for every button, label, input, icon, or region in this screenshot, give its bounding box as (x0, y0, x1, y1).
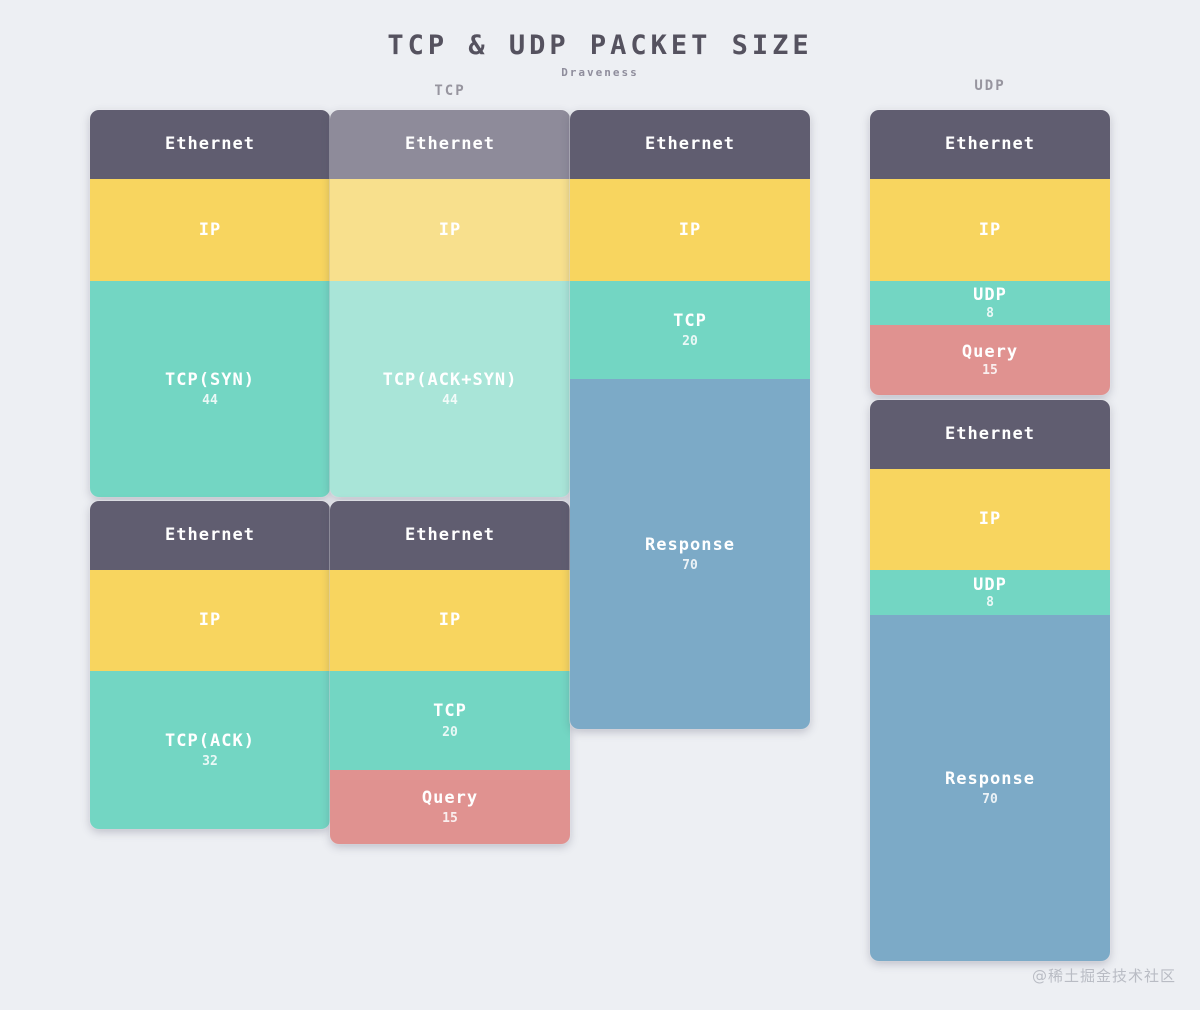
packet-card-tcp-query: Ethernet IP TCP 20 Query 15 (330, 501, 570, 844)
block-label: UDP (973, 574, 1007, 595)
page-subtitle: Draveness (561, 66, 639, 79)
block-ip: IP (90, 570, 330, 671)
block-label: IP (438, 219, 462, 240)
block-label: Response (645, 534, 735, 555)
block-label: IP (198, 610, 222, 631)
block-ethernet: Ethernet (90, 110, 330, 179)
block-label: Ethernet (945, 424, 1035, 445)
block-query: Query 15 (330, 770, 570, 844)
block-label: Response (945, 768, 1035, 789)
block-label: IP (978, 219, 1002, 240)
block-ethernet: Ethernet (90, 501, 330, 570)
block-response: Response 70 (570, 379, 810, 729)
block-ethernet: Ethernet (330, 110, 570, 179)
block-ip: IP (870, 469, 1110, 570)
block-label: UDP (973, 285, 1007, 306)
block-label: Ethernet (405, 134, 495, 155)
block-response: Response 70 (870, 615, 1110, 961)
block-label: TCP(ACK) (165, 730, 255, 751)
block-size: 8 (986, 595, 994, 611)
block-ip: IP (330, 179, 570, 281)
block-ip: IP (870, 179, 1110, 281)
block-udp: UDP 8 (870, 281, 1110, 325)
block-label: TCP (433, 701, 467, 722)
block-size: 70 (682, 558, 698, 574)
block-size: 44 (442, 393, 458, 409)
packet-card-tcp-ack-syn: Ethernet IP TCP(ACK+SYN) 44 (330, 110, 570, 497)
block-ethernet: Ethernet (870, 400, 1110, 469)
block-label: Ethernet (945, 134, 1035, 155)
packet-card-tcp-ack: Ethernet IP TCP(ACK) 32 (90, 501, 330, 829)
block-size: 70 (982, 792, 998, 808)
block-size: 15 (982, 362, 998, 378)
block-udp: UDP 8 (870, 570, 1110, 615)
block-label: Ethernet (645, 134, 735, 155)
block-query: Query 15 (870, 325, 1110, 395)
block-label: Ethernet (165, 525, 255, 546)
block-ethernet: Ethernet (870, 110, 1110, 179)
packet-card-tcp-syn: Ethernet IP TCP(SYN) 44 (90, 110, 330, 497)
block-label: IP (678, 219, 702, 240)
block-size: 20 (682, 334, 698, 350)
block-ip: IP (90, 179, 330, 281)
block-tcp-syn: TCP(SYN) 44 (90, 281, 330, 497)
block-label: IP (198, 219, 222, 240)
block-tcp: TCP 20 (330, 671, 570, 770)
block-label: TCP(ACK+SYN) (382, 369, 518, 390)
packet-card-udp-query: Ethernet IP UDP 8 Query 15 (870, 110, 1110, 395)
block-tcp-ack: TCP(ACK) 32 (90, 671, 330, 829)
block-size: 32 (202, 754, 218, 770)
block-label: TCP(SYN) (165, 369, 255, 390)
block-size: 44 (202, 393, 218, 409)
block-ip: IP (330, 570, 570, 671)
block-ip: IP (570, 179, 810, 281)
section-label-udp: UDP (974, 78, 1006, 94)
block-ethernet: Ethernet (330, 501, 570, 570)
watermark: @稀土掘金技术社区 (1031, 967, 1176, 985)
packet-card-udp-response: Ethernet IP UDP 8 Response 70 (870, 400, 1110, 961)
block-label: Query (421, 787, 479, 808)
block-label: IP (978, 509, 1002, 530)
section-label-tcp: TCP (434, 83, 466, 99)
block-tcp: TCP 20 (570, 281, 810, 379)
block-label: IP (438, 610, 462, 631)
block-label: Query (961, 342, 1019, 363)
block-size: 15 (442, 811, 458, 827)
block-size: 20 (442, 724, 458, 740)
block-label: TCP (673, 310, 707, 331)
block-tcp-ack-syn: TCP(ACK+SYN) 44 (330, 281, 570, 497)
block-ethernet: Ethernet (570, 110, 810, 179)
block-label: Ethernet (165, 134, 255, 155)
packet-card-tcp-response: Ethernet IP TCP 20 Response 70 (570, 110, 810, 729)
block-size: 8 (986, 305, 994, 321)
block-label: Ethernet (405, 525, 495, 546)
page-title: TCP & UDP PACKET SIZE (387, 30, 813, 61)
